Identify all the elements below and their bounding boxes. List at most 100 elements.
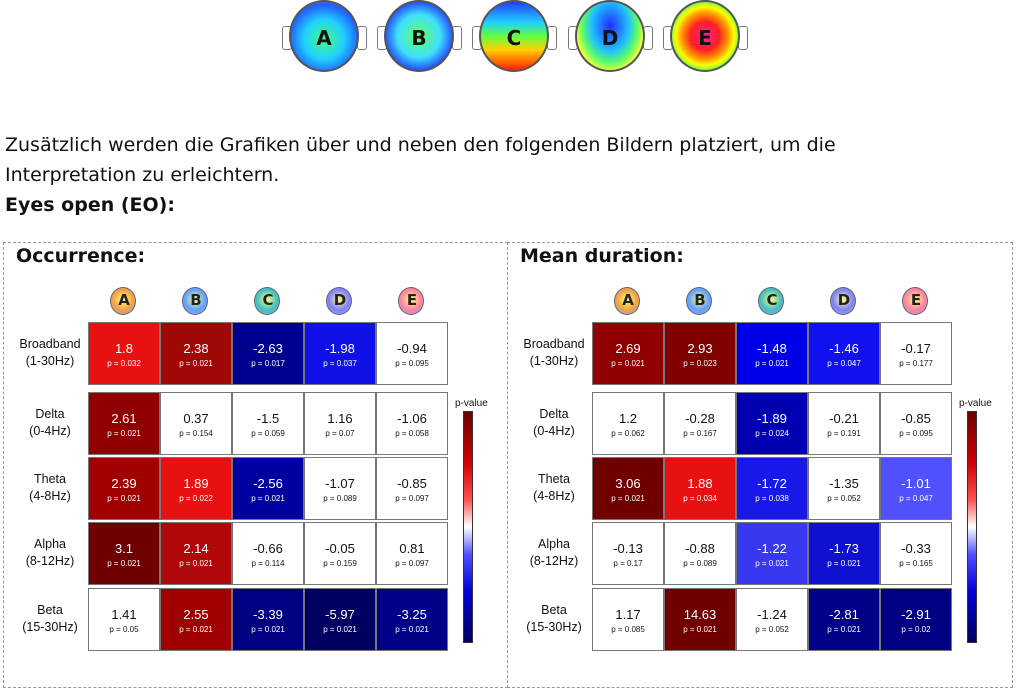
heatmap-cell: -0.28 p = 0.167 <box>664 392 736 455</box>
heatmap-cell: 1.8 p = 0.032 <box>88 322 160 385</box>
row-label-broadband: Broadband (1-30Hz) <box>12 336 88 370</box>
topomap-b: B <box>377 0 462 78</box>
band-name: Delta <box>539 407 569 421</box>
cell-pvalue: p = 0.02 <box>901 625 931 634</box>
cell-value: 1.89 <box>183 476 209 491</box>
cell-value: -2.56 <box>253 476 283 491</box>
cell-pvalue: p = 0.032 <box>107 359 141 368</box>
heatmap-cell: -0.88 p = 0.089 <box>664 522 736 585</box>
column-label: C <box>766 291 778 309</box>
row-label-broadband: Broadband (1-30Hz) <box>516 336 592 370</box>
heatmap-cell: -1.06 p = 0.058 <box>376 392 448 455</box>
cell-value: -2.91 <box>901 607 931 622</box>
cell-pvalue: p = 0.052 <box>827 494 861 503</box>
heatmap-cell: 2.69 p = 0.021 <box>592 322 664 385</box>
cell-value: -5.97 <box>325 607 355 622</box>
mini-topomap-icon <box>182 287 208 315</box>
topomap-c: C <box>472 0 557 78</box>
cell-value: 3.1 <box>114 541 134 556</box>
cell-value: -3.25 <box>397 607 427 622</box>
row-label-theta: Theta (4-8Hz) <box>516 471 592 505</box>
heatmap-cell: -2.63 p = 0.017 <box>232 322 304 385</box>
column-label: C <box>262 291 274 309</box>
topomap-label: C <box>506 26 522 50</box>
cell-pvalue: p = 0.037 <box>323 359 357 368</box>
cell-value: 14.63 <box>683 607 717 622</box>
cell-value: 2.93 <box>687 341 713 356</box>
cell-value: 2.61 <box>111 411 137 426</box>
heatmap-cell: -1.73 p = 0.021 <box>808 522 880 585</box>
cell-value: -0.66 <box>253 541 283 556</box>
cell-value: 0.37 <box>183 411 209 426</box>
heatmap-cell: 1.17 p = 0.085 <box>592 588 664 651</box>
band-range: (15-30Hz) <box>22 620 78 634</box>
cell-value: -1.48 <box>757 341 787 356</box>
cell-pvalue: p = 0.021 <box>683 625 717 634</box>
cell-pvalue: p = 0.021 <box>251 494 285 503</box>
cell-value: -1.73 <box>829 541 859 556</box>
topomap-label: D <box>601 26 619 50</box>
cell-value: -2.81 <box>829 607 859 622</box>
cell-value: 1.16 <box>327 411 353 426</box>
row-label-beta: Beta (15-30Hz) <box>12 602 88 636</box>
column-label: B <box>694 291 706 309</box>
row-label-alpha: Alpha (8-12Hz) <box>516 536 592 570</box>
heatmap-cell: -2.81 p = 0.021 <box>808 588 880 651</box>
band-name: Theta <box>538 472 570 486</box>
band-range: (8-12Hz) <box>529 554 579 568</box>
heatmap-cell: -1.89 p = 0.024 <box>736 392 808 455</box>
heatmap-cell: 0.37 p = 0.154 <box>160 392 232 455</box>
cell-value: 1.88 <box>687 476 713 491</box>
heatmap-cell: 2.14 p = 0.021 <box>160 522 232 585</box>
colorbar <box>463 411 473 643</box>
heatmap-cell: 1.16 p = 0.07 <box>304 392 376 455</box>
cell-value: 2.69 <box>615 341 641 356</box>
cell-value: -1.89 <box>757 411 787 426</box>
cell-value: 1.8 <box>114 341 134 356</box>
cell-value: -0.33 <box>901 541 931 556</box>
heatmap-cell: 2.38 p = 0.021 <box>160 322 232 385</box>
cell-pvalue: p = 0.089 <box>323 494 357 503</box>
band-name: Broadband <box>19 337 81 351</box>
topomap-d: D <box>568 0 653 78</box>
heatmap-cell: -3.25 p = 0.021 <box>376 588 448 651</box>
mini-topomap-icon <box>326 287 352 315</box>
heatmap-cell: -5.97 p = 0.021 <box>304 588 376 651</box>
cell-pvalue: p = 0.021 <box>179 559 213 568</box>
column-header-d: D <box>829 287 859 317</box>
topomap-label: B <box>411 26 427 50</box>
heatmap-cell: 1.88 p = 0.034 <box>664 457 736 520</box>
cell-value: -1.22 <box>757 541 787 556</box>
column-header-e: E <box>397 287 427 317</box>
column-label: E <box>406 291 418 309</box>
cell-value: 2.38 <box>183 341 209 356</box>
cell-value: 3.06 <box>615 476 641 491</box>
heatmap-cell: -0.05 p = 0.159 <box>304 522 376 585</box>
cell-value: -1.98 <box>325 341 355 356</box>
cell-pvalue: p = 0.021 <box>755 559 789 568</box>
heatmap-cell: -1.07 p = 0.089 <box>304 457 376 520</box>
cell-pvalue: p = 0.17 <box>613 559 643 568</box>
heatmap-cell: -3.39 p = 0.021 <box>232 588 304 651</box>
cell-value: -1.35 <box>829 476 859 491</box>
band-range: (4-8Hz) <box>533 489 575 503</box>
cell-pvalue: p = 0.021 <box>611 494 645 503</box>
band-name: Alpha <box>538 537 570 551</box>
colorbar <box>967 411 977 643</box>
cell-pvalue: p = 0.021 <box>179 625 213 634</box>
heatmap-cell: 2.39 p = 0.021 <box>88 457 160 520</box>
column-header-b: B <box>685 287 715 317</box>
cell-value: -1.07 <box>325 476 355 491</box>
heatmap-cell: -0.33 p = 0.165 <box>880 522 952 585</box>
cell-value: -0.85 <box>397 476 427 491</box>
column-label: D <box>837 291 851 309</box>
cell-value: -1.72 <box>757 476 787 491</box>
cell-pvalue: p = 0.154 <box>179 429 213 438</box>
topomap-head: B <box>384 0 454 72</box>
column-header-c: C <box>253 287 283 317</box>
heatmap-cell: -1.01 p = 0.047 <box>880 457 952 520</box>
mini-topomap-icon <box>398 287 424 315</box>
colorbar-title: p-value <box>455 398 488 409</box>
column-label: B <box>190 291 202 309</box>
cell-pvalue: p = 0.021 <box>107 559 141 568</box>
